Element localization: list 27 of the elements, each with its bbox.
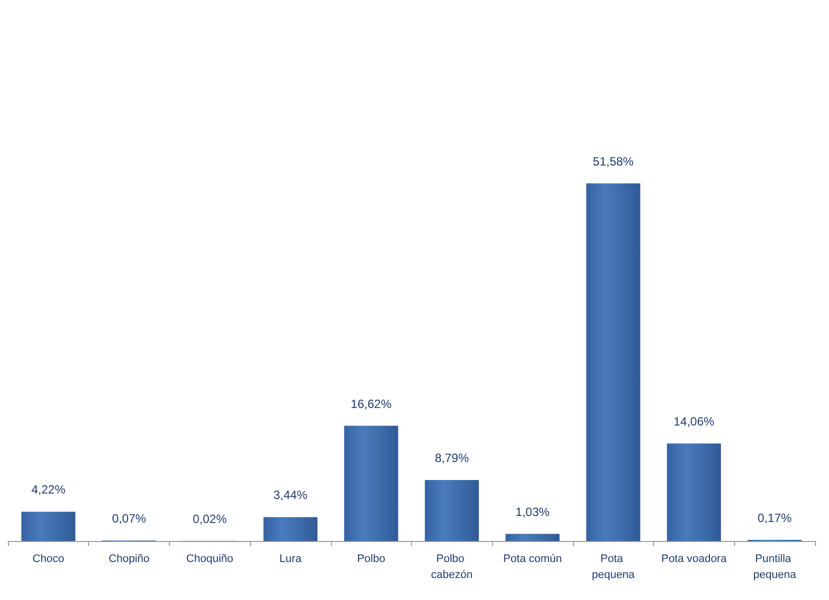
data-label: 0,07%: [112, 512, 146, 526]
bar: [424, 480, 479, 541]
data-label: 51,58%: [592, 154, 634, 168]
data-label: 3,44%: [273, 488, 308, 502]
x-tick-label: Polbo: [357, 553, 386, 565]
x-tick-label: Polbo cabezón: [431, 553, 473, 581]
x-tick-label: Pota voadora: [661, 553, 728, 565]
bar: [263, 517, 318, 541]
bar: [666, 444, 721, 541]
x-tick-label: Lura: [279, 553, 302, 565]
x-tick-label: Pota común: [503, 553, 562, 565]
bar: [344, 426, 398, 541]
x-tick-label: Choco: [32, 553, 64, 565]
x-tick-label: Pota pequena: [592, 553, 636, 581]
x-tick-label: Choquiño: [186, 553, 234, 565]
bar: [21, 512, 76, 541]
data-label: 0,17%: [758, 510, 792, 525]
bar: [586, 183, 640, 541]
bar: [506, 534, 560, 541]
data-label: 16,62%: [350, 396, 392, 411]
data-label: 14,06%: [674, 414, 715, 429]
data-label: 8,79%: [434, 451, 470, 466]
data-label: 4,22%: [31, 482, 66, 497]
x-tick-label: Puntilla pequena: [753, 553, 797, 581]
data-label: 0,02%: [192, 512, 228, 526]
x-tick-label: Chopiño: [108, 553, 150, 565]
data-label: 1,03%: [516, 504, 550, 519]
